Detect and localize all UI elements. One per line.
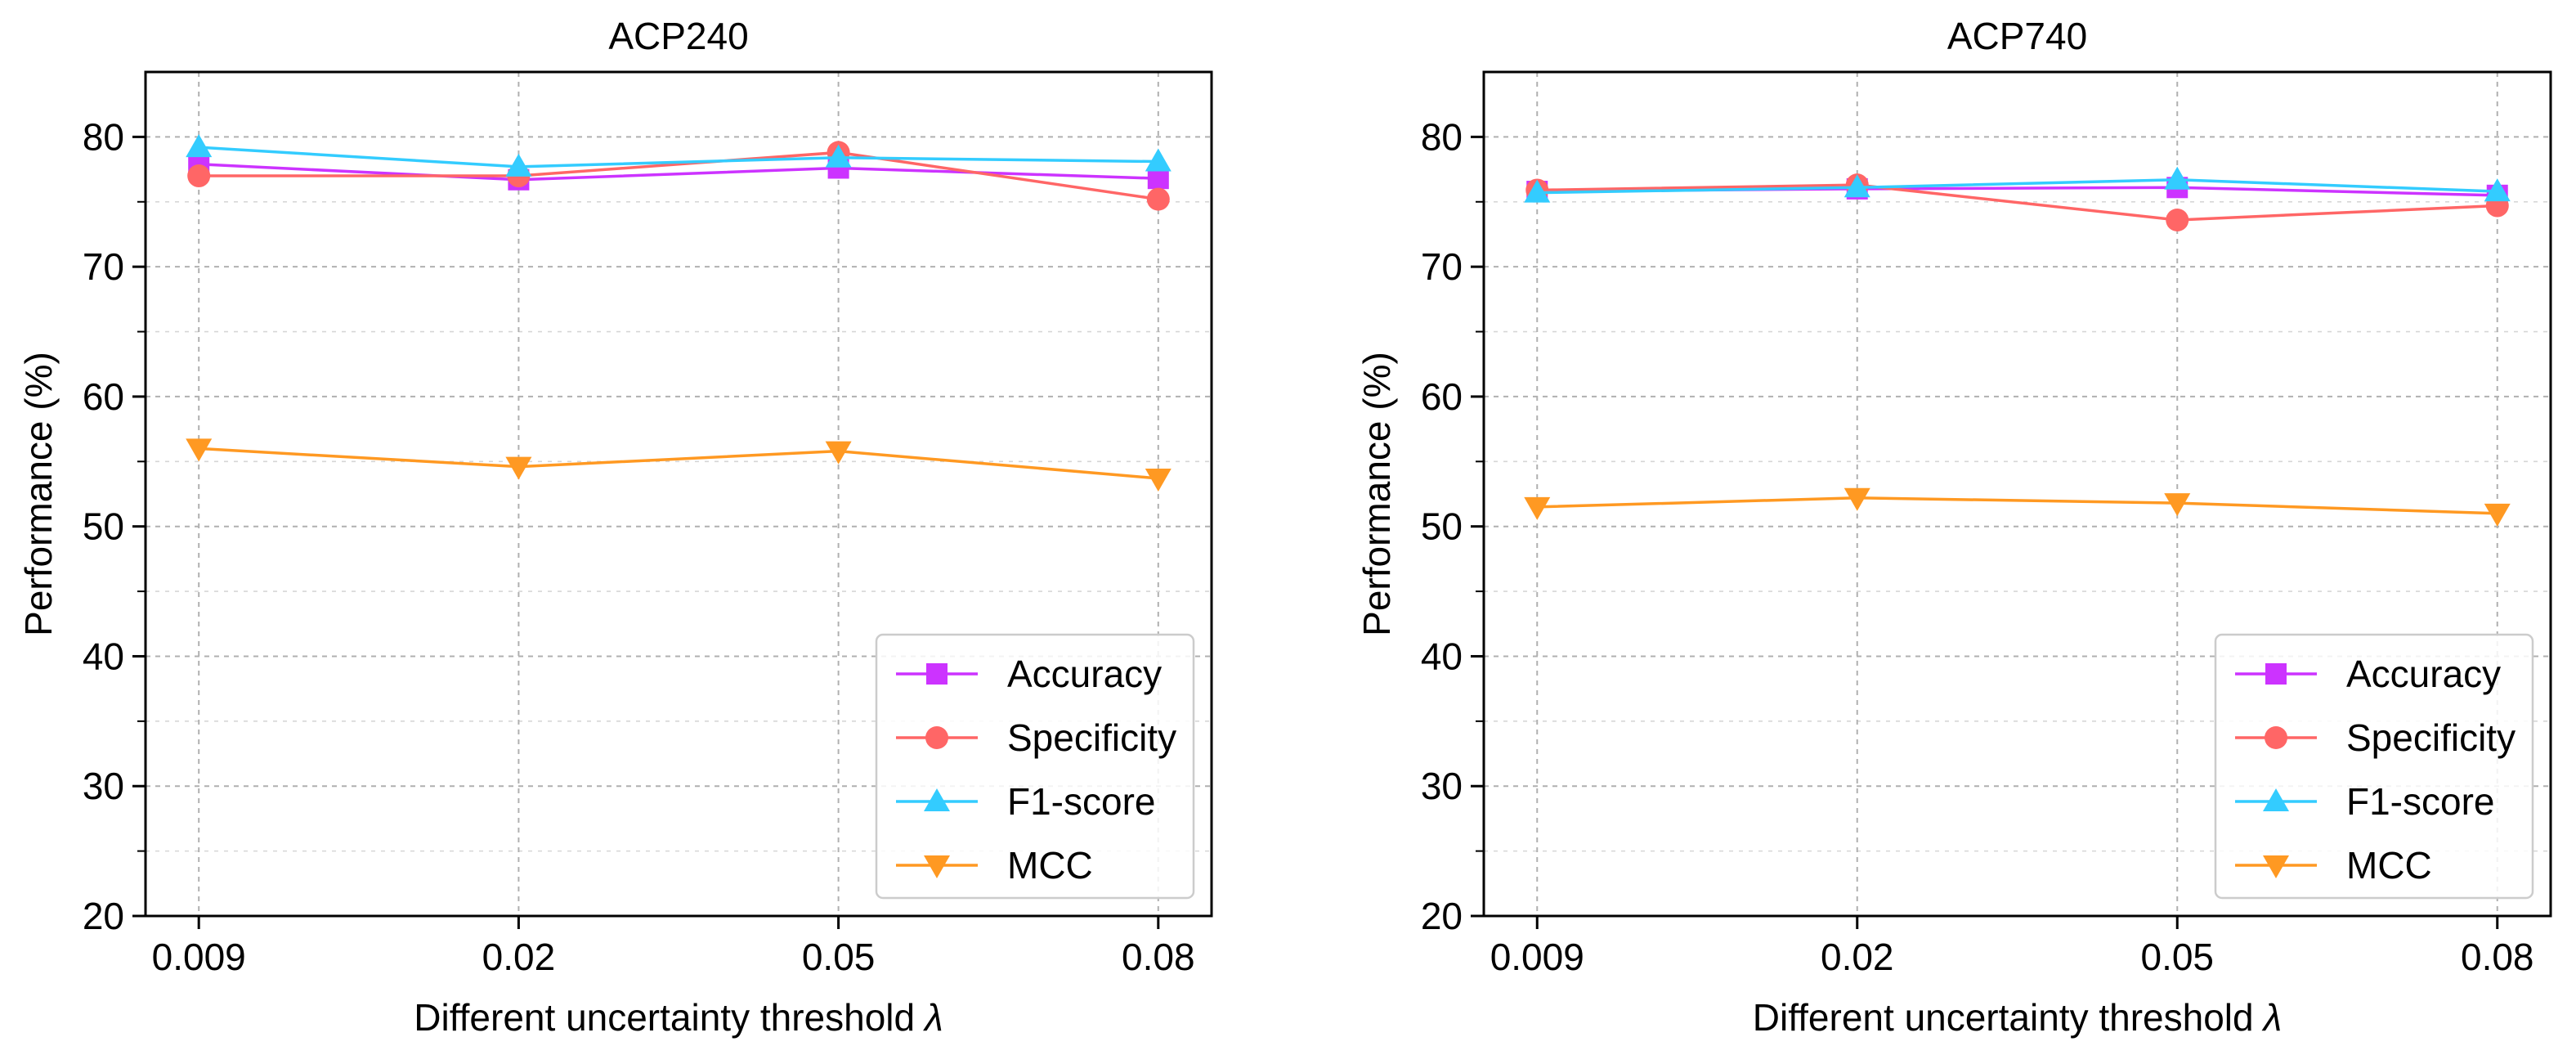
data-point-mcc xyxy=(2164,493,2191,517)
data-point-mcc xyxy=(186,438,213,462)
x-tick-label: 0.05 xyxy=(2140,936,2214,978)
chart-title: ACP740 xyxy=(1947,15,2087,57)
data-point-mcc xyxy=(505,456,532,480)
data-point-specificity xyxy=(1146,187,1170,211)
y-tick-label: 30 xyxy=(1421,765,1463,807)
legend-box xyxy=(875,633,1195,900)
legend: Accuracy Specificity F1-score MCC xyxy=(2214,633,2534,900)
legend-marker-specificity xyxy=(925,726,948,749)
x-tick-label: 0.02 xyxy=(1821,936,1894,978)
chart-panel-acp740: 20 30 40 50 60 70 80 0.009 0.02 0.05 0.08 ACP740 Dif… xyxy=(1355,15,2552,1039)
data-point-mcc xyxy=(1145,468,1172,492)
legend-box xyxy=(2214,633,2534,900)
series-line-mcc xyxy=(199,447,1158,480)
y-tick-label: 70 xyxy=(1421,245,1463,288)
legend-marker-accuracy xyxy=(926,663,948,685)
series-line-f1-score xyxy=(1537,178,2498,195)
legend-label-mcc: MCC xyxy=(2346,844,2432,887)
y-tick-label: 80 xyxy=(1421,115,1463,158)
y-tick-label: 40 xyxy=(83,635,124,677)
y-tick-label: 20 xyxy=(83,895,124,937)
legend-label-f1-score: F1-score xyxy=(1007,780,1155,823)
series-line-mcc xyxy=(1537,496,2498,515)
legend-marker-mcc xyxy=(2263,855,2289,878)
data-point-f1-score xyxy=(1145,148,1172,172)
data-point-f1-score xyxy=(186,134,213,158)
y-axis-label: Performance (%) xyxy=(1355,352,1398,636)
y-tick-label: 60 xyxy=(1421,375,1463,418)
plot-frame xyxy=(1482,70,2552,918)
x-axis-label-symbol: λ xyxy=(2261,996,2283,1039)
chart-panel-acp240: 20 30 40 50 60 70 80 0.009 0.02 0.05 0.08 ACP240 Dif… xyxy=(17,15,1213,1039)
plot-frame xyxy=(144,70,1213,918)
legend-label-f1-score: F1-score xyxy=(2346,780,2494,823)
y-tick-label: 30 xyxy=(83,765,124,807)
series-line-f1-score xyxy=(199,146,1158,168)
x-tick-label: 0.009 xyxy=(152,936,246,978)
y-axis-label: Performance (%) xyxy=(17,352,60,636)
legend-marker-f1-score xyxy=(924,788,950,811)
y-tick-label: 40 xyxy=(1421,635,1463,677)
x-axis-label: Different uncertainty threshold λ xyxy=(1753,996,2282,1039)
legend-marker-mcc xyxy=(924,855,950,878)
legend: Accuracy Specificity F1-score MCC xyxy=(875,633,1195,900)
legend-marker-f1-score xyxy=(2263,788,2289,811)
y-tick-label: 70 xyxy=(83,245,124,288)
legend-marker-accuracy xyxy=(2265,663,2287,685)
x-tick-label: 0.08 xyxy=(1122,936,1195,978)
x-axis-label-symbol: λ xyxy=(922,996,943,1039)
data-point-mcc xyxy=(1844,487,1870,511)
y-tick-label: 60 xyxy=(83,375,124,418)
y-tick-label: 50 xyxy=(1421,505,1463,548)
y-tick-label: 50 xyxy=(83,505,124,548)
chart-title: ACP240 xyxy=(608,15,748,57)
x-axis-label-text: Different uncertainty threshold xyxy=(414,996,915,1039)
data-point-f1-score xyxy=(1844,174,1870,198)
data-point-f1-score xyxy=(2164,166,2191,190)
x-axis-label-text: Different uncertainty threshold xyxy=(1753,996,2254,1039)
data-point-specificity xyxy=(187,164,211,188)
y-tick-label: 80 xyxy=(83,115,124,158)
x-axis-label: Different uncertainty threshold λ xyxy=(414,996,943,1039)
series-line-specificity xyxy=(1537,183,2498,222)
legend-label-mcc: MCC xyxy=(1007,844,1093,887)
legend-label-accuracy: Accuracy xyxy=(2346,653,2501,695)
data-point-mcc xyxy=(1524,496,1551,520)
legend-label-specificity: Specificity xyxy=(1007,716,1176,759)
x-tick-label: 0.05 xyxy=(802,936,876,978)
data-point-mcc xyxy=(825,441,852,465)
data-point-specificity xyxy=(2166,208,2189,231)
x-tick-label: 0.08 xyxy=(2461,936,2534,978)
x-tick-label: 0.009 xyxy=(1490,936,1584,978)
data-point-f1-score xyxy=(2484,178,2511,202)
legend-marker-specificity xyxy=(2265,726,2287,749)
x-tick-label: 0.02 xyxy=(482,936,556,978)
legend-label-specificity: Specificity xyxy=(2346,716,2516,759)
series-line-specificity xyxy=(199,150,1159,201)
data-point-f1-score xyxy=(825,144,852,168)
series-line-accuracy xyxy=(199,162,1158,182)
y-tick-label: 20 xyxy=(1421,895,1463,937)
legend-label-accuracy: Accuracy xyxy=(1007,653,1162,695)
data-point-f1-score xyxy=(505,153,532,177)
data-point-mcc xyxy=(2484,503,2511,527)
data-point-f1-score xyxy=(1524,179,1551,203)
